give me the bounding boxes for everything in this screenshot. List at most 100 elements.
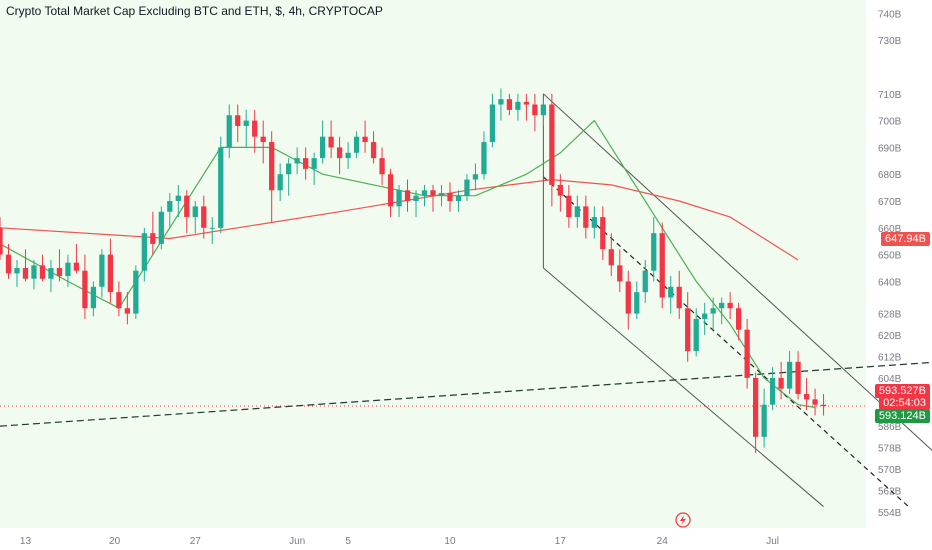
x-tick-label: Jun xyxy=(289,536,305,547)
candle-body xyxy=(685,308,691,352)
candle-body xyxy=(235,115,241,126)
candle-body xyxy=(498,99,504,105)
candle-body xyxy=(676,286,682,309)
candle-body xyxy=(447,192,453,202)
candle-body xyxy=(574,206,580,218)
candle-body xyxy=(362,136,368,143)
candle-body xyxy=(515,101,521,110)
channel-lower-line xyxy=(543,267,824,507)
candle-body xyxy=(659,233,665,298)
candle-body xyxy=(303,158,309,169)
candle-body xyxy=(73,262,80,271)
y-tick-label: 740B xyxy=(878,9,902,20)
candle-body xyxy=(430,190,436,196)
candle-body xyxy=(549,104,555,185)
candle-body xyxy=(311,158,317,169)
candle-body xyxy=(294,158,300,164)
candle-body xyxy=(396,190,402,207)
candle-body xyxy=(795,361,801,394)
channel-upper-line xyxy=(543,93,932,451)
candle-body xyxy=(540,104,547,116)
x-tick-label: 10 xyxy=(444,536,456,547)
x-tick-label: 24 xyxy=(657,536,669,547)
candle-body xyxy=(175,195,181,202)
candle-body xyxy=(353,136,360,153)
candle-body xyxy=(277,174,283,191)
candle-body xyxy=(481,142,487,175)
y-tick-label: 640B xyxy=(878,277,902,288)
candle-body xyxy=(65,262,71,277)
candle-body xyxy=(82,270,88,309)
candle-body xyxy=(286,163,292,175)
candle-body xyxy=(523,101,530,105)
x-tick-label: 17 xyxy=(555,536,567,547)
y-tick-label: 604B xyxy=(878,374,902,385)
ref-price-badge: 593.124B xyxy=(874,409,930,423)
candle-body xyxy=(778,377,784,389)
candle-body xyxy=(820,404,827,407)
candle-body xyxy=(328,136,334,148)
candle-body xyxy=(5,254,12,274)
candle-body xyxy=(124,308,130,314)
y-tick-label: 700B xyxy=(878,117,902,128)
candle-body xyxy=(651,233,657,271)
candle-body xyxy=(150,233,156,244)
candle-body xyxy=(566,195,572,218)
x-tick-label: Jul xyxy=(766,536,779,547)
candle-body xyxy=(702,313,708,319)
y-tick-label: 680B xyxy=(878,170,902,181)
plot-area xyxy=(0,0,866,528)
candle-body xyxy=(379,158,385,175)
x-tick-label: 13 xyxy=(20,536,32,547)
candle-body xyxy=(107,254,114,293)
candle-body xyxy=(532,104,538,116)
candle-body xyxy=(634,292,640,314)
candle-body xyxy=(319,136,326,159)
ma-slow-line xyxy=(0,178,799,261)
candle-body xyxy=(693,318,699,352)
candle-body xyxy=(413,195,419,202)
candle-body xyxy=(710,308,716,314)
candle-body xyxy=(336,147,343,159)
ma-value-badge: 647.94B xyxy=(881,232,930,246)
candle-body xyxy=(99,254,105,287)
candle-body xyxy=(744,329,750,378)
lightning-icon xyxy=(675,512,691,528)
candle-body xyxy=(269,142,275,191)
chart-title: Crypto Total Market Cap Excluding BTC an… xyxy=(6,4,383,18)
y-tick-label: 670B xyxy=(878,197,902,208)
y-tick-label: 562B xyxy=(878,486,902,497)
candle-body xyxy=(141,233,147,271)
candle-body xyxy=(14,268,20,274)
candle-body xyxy=(736,308,742,330)
candle-body xyxy=(192,206,198,218)
candle-body xyxy=(167,201,173,212)
candle-body xyxy=(421,190,428,196)
candle-body xyxy=(404,190,411,202)
candle-body xyxy=(133,270,139,314)
candle-body xyxy=(752,377,759,437)
candle-body xyxy=(727,302,733,309)
candle-body xyxy=(209,227,215,229)
candle-body xyxy=(56,268,63,277)
candle-body xyxy=(31,265,37,279)
candle-body xyxy=(472,174,479,180)
candle-body xyxy=(201,206,207,228)
candle-body xyxy=(252,120,258,137)
candle-body xyxy=(642,270,648,293)
y-tick-label: 554B xyxy=(878,508,902,519)
candle-body xyxy=(625,281,631,314)
y-tick-label: 620B xyxy=(878,331,902,342)
candle-body xyxy=(591,217,597,228)
candle-body xyxy=(243,120,249,126)
y-tick-label: 586B xyxy=(878,422,902,433)
y-tick-label: 690B xyxy=(878,143,902,154)
candle-body xyxy=(387,174,394,207)
candle-body xyxy=(668,286,674,298)
x-tick-label: 27 xyxy=(190,536,202,547)
candle-body xyxy=(0,227,3,255)
y-tick-label: 578B xyxy=(878,444,902,455)
y-tick-label: 650B xyxy=(878,251,902,262)
